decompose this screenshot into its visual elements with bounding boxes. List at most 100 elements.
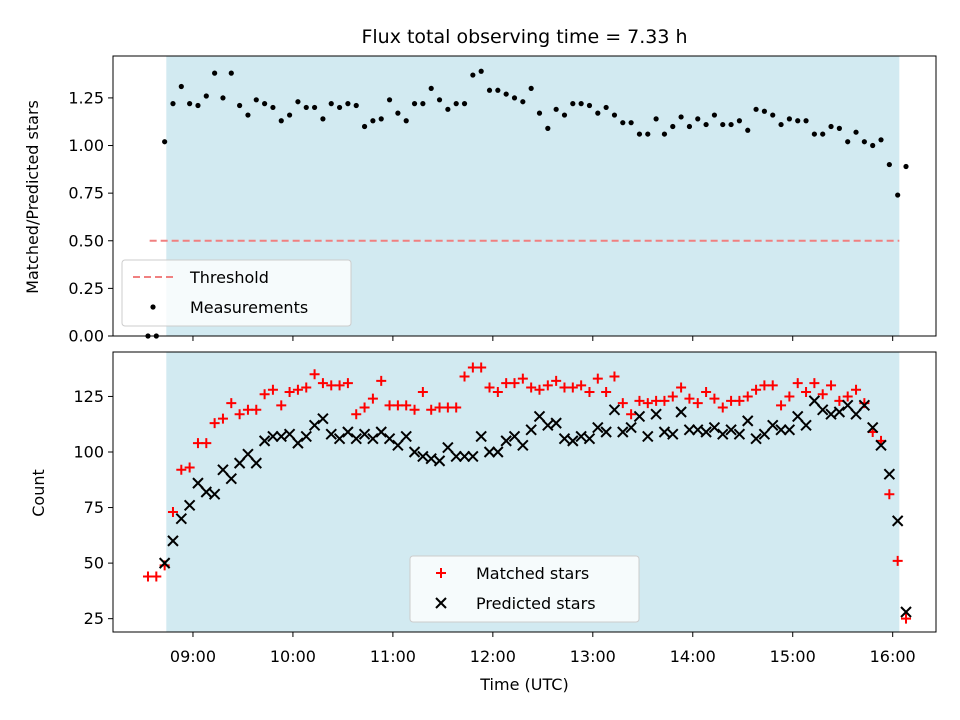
- matched-star-point: [684, 393, 695, 404]
- predicted-star-point: [475, 430, 487, 443]
- measurement-point: [561, 112, 568, 118]
- predicted-star-point: [250, 457, 262, 469]
- measurement-point: [420, 101, 426, 107]
- matched-star-point: [217, 413, 228, 424]
- measurement-point: [853, 129, 859, 135]
- matched-star-point: [342, 378, 353, 389]
- measurement-point: [528, 85, 534, 91]
- measurement-point: [336, 104, 343, 111]
- matched-star-point: [151, 571, 162, 582]
- matched-star-point: [534, 384, 545, 395]
- matched-star-point: [642, 398, 653, 409]
- measurement-point: [720, 121, 726, 128]
- bottom-legend: Matched stars Predicted stars: [409, 555, 640, 623]
- measurement-point: [745, 127, 751, 133]
- bottom-y-tick-label: 125: [73, 387, 104, 406]
- measurement-point: [661, 131, 668, 137]
- measurement-point: [511, 95, 518, 101]
- matched-star-point: [184, 462, 195, 473]
- matched-star-point: [484, 382, 495, 393]
- predicted-star-point: [808, 395, 821, 407]
- bottom-x-tick-label: 12:00: [470, 647, 516, 666]
- legend-threshold-label: Threshold: [189, 268, 269, 287]
- predicted-star-point: [717, 428, 729, 440]
- matched-star-point: [259, 389, 270, 400]
- matched-star-point: [709, 393, 720, 404]
- predicted-star-point: [692, 424, 704, 436]
- matched-star-point: [626, 409, 637, 420]
- matched-star-point: [526, 382, 537, 393]
- measurement-point: [503, 91, 509, 97]
- matched-star-point: [426, 404, 437, 415]
- matched-star-point: [176, 464, 187, 475]
- bottom-legend-box: [409, 555, 640, 623]
- matched-star-point: [417, 387, 428, 397]
- predicted-star-point: [367, 432, 379, 445]
- measurement-point: [553, 106, 559, 112]
- predicted-star-point: [467, 450, 479, 463]
- predicted-star-point: [858, 399, 871, 412]
- predicted-star-point: [392, 439, 404, 452]
- matched-star-point: [234, 409, 245, 420]
- measurement-point: [395, 110, 401, 116]
- matched-star-point: [492, 387, 503, 397]
- predicted-star-point: [267, 430, 279, 443]
- predicted-star-point: [650, 408, 662, 420]
- predicted-star-point: [383, 432, 396, 445]
- predicted-star-point: [508, 430, 521, 443]
- measurement-point: [611, 112, 618, 118]
- predicted-star-point: [833, 406, 846, 418]
- top-y-tick-label: 1.25: [68, 88, 104, 107]
- matched-star-point: [601, 387, 612, 397]
- predicted-star-point: [558, 432, 571, 445]
- measurement-point: [178, 83, 184, 90]
- measurement-point: [761, 108, 768, 114]
- predicted-star-point: [575, 430, 587, 443]
- measurement-point: [770, 112, 776, 118]
- predicted-star-point: [533, 410, 546, 423]
- matched-star-point: [292, 384, 303, 395]
- predicted-star-point: [850, 408, 862, 420]
- matched-star-point: [817, 389, 828, 400]
- measurement-point: [645, 131, 651, 137]
- predicted-star-point: [242, 448, 254, 460]
- matched-star-point: [251, 404, 262, 415]
- legend-predicted-label: Predicted stars: [476, 594, 596, 613]
- measurement-point: [861, 139, 867, 145]
- predicted-star-point: [658, 426, 671, 438]
- predicted-star-point: [233, 457, 246, 469]
- x-axis-label: Time (UTC): [479, 675, 568, 694]
- matched-star-point: [634, 395, 645, 406]
- predicted-star-point: [817, 404, 829, 416]
- predicted-star-point: [792, 410, 804, 423]
- matched-star-point: [676, 382, 687, 393]
- matched-star-point: [901, 613, 912, 624]
- matched-star-point: [284, 387, 295, 397]
- predicted-star-point: [675, 406, 687, 418]
- predicted-star-point: [400, 430, 412, 443]
- predicted-star-point: [208, 488, 221, 500]
- legend-measurements-swatch: [150, 304, 156, 310]
- top-y-tick-label: 0.75: [68, 184, 104, 203]
- predicted-star-point: [342, 426, 354, 438]
- measurement-point: [378, 116, 384, 122]
- matched-star-point: [842, 391, 853, 402]
- matched-star-point: [209, 418, 220, 429]
- matched-star-point: [451, 402, 462, 413]
- measurement-point: [353, 102, 359, 109]
- matched-star-point: [359, 402, 370, 413]
- matched-star-point: [826, 380, 837, 391]
- predicted-star-point: [500, 435, 512, 447]
- measurement-point: [628, 120, 634, 126]
- matched-star-point: [751, 384, 762, 395]
- top-y-tick-label: 1.00: [68, 136, 104, 155]
- predicted-stars-series: [158, 395, 912, 618]
- matched-star-point: [776, 400, 787, 411]
- top-legend-box: [121, 259, 352, 327]
- predicted-star-point: [258, 435, 271, 447]
- measurement-point: [411, 101, 418, 107]
- predicted-star-point: [492, 446, 504, 458]
- matched-star-point: [351, 409, 362, 420]
- predicted-star-point: [642, 430, 654, 443]
- predicted-star-point: [375, 426, 387, 438]
